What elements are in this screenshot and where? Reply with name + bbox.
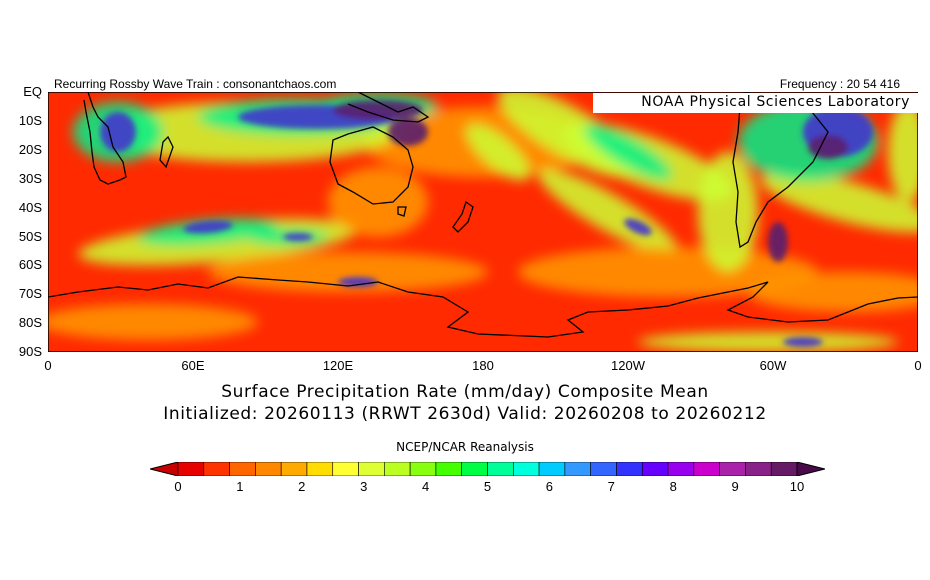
colorbar-swatch [306,461,334,477]
colorbar-swatch [435,461,463,477]
lon-label: 120W [611,358,645,373]
colorbar-swatch [461,461,488,477]
precip-region [48,304,258,340]
heavy-precip-region [808,135,848,159]
heavy-precip-region [624,218,652,236]
map-svg [48,92,918,352]
precip-region [638,332,898,352]
colorbar-label: 2 [298,479,306,494]
heavy-precip-region [338,277,378,287]
lat-label: EQ [23,84,42,99]
lat-label: 10S [18,112,42,128]
heavy-precip-region [100,112,136,152]
heavy-precip-region [783,337,823,347]
colorbar-swatch [487,461,514,477]
lat-label: 60S [18,257,42,273]
coast-tasmania [397,206,407,217]
precipitation-field-detail [100,100,873,347]
precip-region [698,152,758,272]
colorbar [149,461,826,480]
colorbar-label: 4 [421,479,430,494]
colorbar-swatch [358,461,385,477]
colorbar-swatch [564,461,591,477]
colorbar-swatch [512,461,540,477]
colorbar-swatch [177,461,205,477]
colorbar-min-arrow [149,461,179,477]
colorbar-label: 9 [731,479,739,494]
coast-indonesia [347,92,430,123]
lat-label: 70S [18,286,42,302]
colorbar-label: 0 [174,479,182,494]
colorbar-swatch [719,461,746,477]
colorbar-swatch [667,461,695,477]
colorbar-swatch [409,461,437,477]
colorbar-swatch [280,461,308,477]
colorbar-label: 6 [545,479,554,494]
heavy-precip-region [283,233,313,241]
precip-region [760,171,918,233]
caption-source: NCEP/NCAR Reanalysis [396,440,534,454]
colorbar-swatch [229,461,256,477]
lon-label: 60E [181,358,205,373]
heavy-precip-region [333,100,423,120]
precipitation-map [48,92,918,352]
lat-label: 20S [18,141,42,157]
precip-region [584,124,672,180]
colorbar-swatch [203,461,230,477]
precip-region [465,123,531,181]
lon-label: 180 [472,358,494,373]
colorbar-label: 7 [607,479,615,494]
lat-label: 30S [18,170,42,186]
colorbar-label: 8 [669,479,677,494]
coast-south-america [732,92,829,249]
caption-title: Surface Precipitation Rate (mm/day) Comp… [221,382,709,402]
coast-africa [83,92,127,185]
colorbar-swatch [693,461,720,477]
coast-madagascar [159,135,174,169]
lon-label: 60W [759,358,787,373]
lat-label: 80S [18,315,42,331]
colorbar-swatch [616,461,643,477]
coast-australia [329,126,414,205]
colorbar-swatch [332,461,359,477]
lon-label: 0 [914,358,922,373]
coast-new-zealand [452,200,474,233]
lat-label: 90S [18,344,42,360]
lat-label: 40S [18,199,42,215]
heavy-precip-region [768,222,788,262]
heavy-precip-region [183,220,233,234]
heavy-precip-region [388,118,428,146]
header-left-title: Recurring Rossby Wave Train : consonantc… [54,77,337,91]
lon-label: 0 [44,358,52,373]
colorbar-label: 10 [789,479,805,494]
header-right-title: Frequency : 20 54 416 [779,77,900,91]
colorbar-swatch [590,461,617,477]
caption-dates: Initialized: 20260113 (RRWT 2630d) Valid… [163,404,767,424]
precip-region [888,102,918,202]
precip-region [208,252,488,292]
lon-label: 120E [322,358,354,373]
colorbar-swatch [641,461,669,477]
colorbar-label: 1 [236,479,244,494]
colorbar-label: 3 [360,479,368,494]
lat-label: 50S [18,228,42,244]
colorbar-swatch [255,461,282,477]
precip-region [328,167,428,237]
colorbar-swatch [538,461,566,477]
coastlines [48,92,918,338]
colorbar-swatch [745,461,772,477]
colorbar-label: 5 [483,479,492,494]
colorbar-swatch [384,461,411,477]
colorbar-svg [149,461,826,477]
noaa-watermark: NOAA Physical Sciences Laboratory [593,93,918,113]
colorbar-max-arrow [796,461,826,477]
precip-region [497,92,639,178]
colorbar-swatch [770,461,798,477]
coast-antarctica [48,276,918,338]
